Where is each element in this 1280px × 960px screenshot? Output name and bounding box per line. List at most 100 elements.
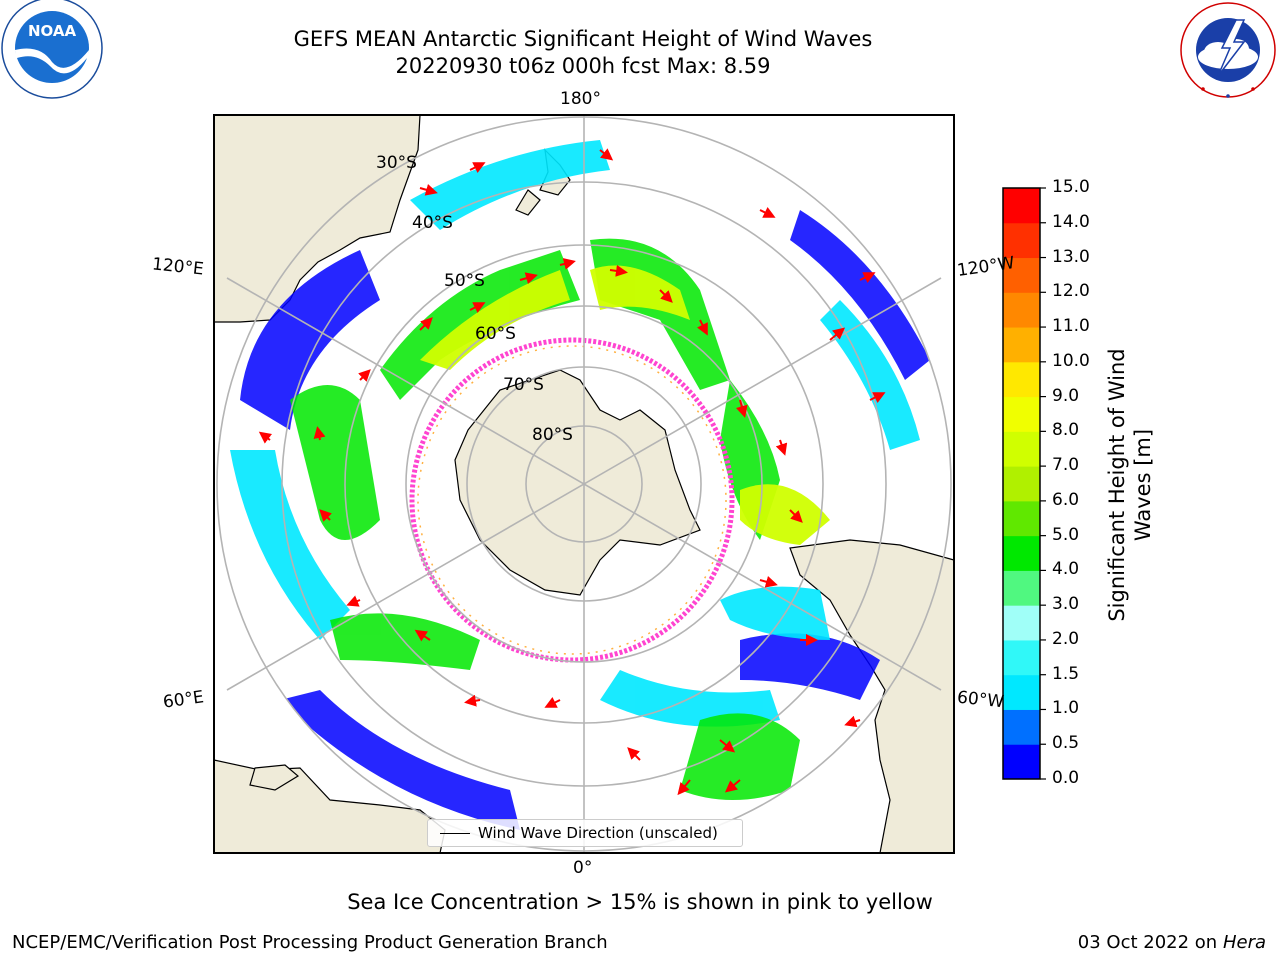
arrow xyxy=(544,697,561,708)
arrow xyxy=(697,319,708,336)
colorbar-label: Significant Height of Wind Waves [m] xyxy=(1105,348,1155,622)
colorbar-segment xyxy=(1003,639,1040,676)
noaa-logo-text: NOAA xyxy=(28,22,77,40)
colorbar-tick-label: 11.0 xyxy=(1052,316,1090,337)
arrow xyxy=(319,509,332,522)
lat-label-40s: 40°S xyxy=(412,213,453,233)
new-zealand-south-island xyxy=(515,189,541,216)
arrow xyxy=(736,399,748,418)
colorbar-segment xyxy=(1003,500,1040,537)
wind-wave-arrows xyxy=(258,148,886,796)
colorbar-tick-label: 2.0 xyxy=(1052,628,1080,649)
colorbar-segment xyxy=(1003,744,1040,780)
chart-title: GEFS MEAN Antarctic Significant Height o… xyxy=(293,27,873,51)
colorbar-tick-label: 7.0 xyxy=(1052,455,1080,476)
arrow xyxy=(829,327,846,341)
chart-subtitle: 20220930 t06z 000h fcst Max: 8.59 xyxy=(395,54,771,78)
arrow xyxy=(599,148,614,161)
antarctica-landmass xyxy=(454,369,701,596)
nws-logo-icon xyxy=(1180,2,1276,98)
arrow xyxy=(789,509,803,523)
colorbar-segment xyxy=(1003,188,1040,224)
colorbar-frame xyxy=(1002,187,1041,780)
colorbar-segment xyxy=(1003,222,1040,259)
colorbar-tick-label: 15.0 xyxy=(1052,177,1090,197)
colorbar-segment xyxy=(1003,257,1040,293)
colorbar-segment xyxy=(1003,535,1040,571)
colorbar-tick-label: 6.0 xyxy=(1052,489,1080,510)
arrow xyxy=(677,779,691,796)
colorbar-segment xyxy=(1003,605,1040,641)
colorbar-segment xyxy=(1003,327,1040,363)
lat-label-60s: 60°S xyxy=(475,324,516,344)
arrow xyxy=(759,576,778,588)
arrow xyxy=(419,184,438,196)
arrow xyxy=(759,207,776,218)
arrow xyxy=(519,272,538,284)
colorbar-tick-label: 1.0 xyxy=(1052,698,1080,719)
arrow xyxy=(844,715,861,728)
arrow xyxy=(469,162,486,173)
colorbar-tick-label: 5.0 xyxy=(1052,524,1080,545)
colorbar-tick-label: 1.5 xyxy=(1052,663,1080,684)
lat-label-80s: 80°S xyxy=(532,425,573,445)
colorbar-tick-label: 8.0 xyxy=(1052,420,1080,441)
arrow xyxy=(464,694,481,707)
lon-label-0: 0° xyxy=(573,858,593,878)
colorbar-tick-label: 4.0 xyxy=(1052,559,1080,580)
footer-date-text: 03 Oct 2022 on xyxy=(1077,932,1223,953)
graticule xyxy=(216,115,952,853)
colorbar-tick-label: 9.0 xyxy=(1052,385,1080,406)
arrow xyxy=(719,739,736,753)
colorbar-segment xyxy=(1003,709,1040,745)
sea-ice-edge xyxy=(409,337,735,663)
colorbar-segment xyxy=(1003,466,1040,502)
arrow xyxy=(775,439,788,456)
lat-label-70s: 70°S xyxy=(503,375,544,395)
colorbar-segment xyxy=(1003,570,1040,606)
footer-credit: NCEP/EMC/Verification Post Processing Pr… xyxy=(12,932,608,953)
continents xyxy=(214,115,954,853)
colorbar-tick-label: 13.0 xyxy=(1052,246,1090,267)
arrow xyxy=(869,392,886,403)
legend-label: Wind Wave Direction (unscaled) xyxy=(478,824,718,842)
footer-date: 03 Oct 2022 on Hera xyxy=(1078,932,1266,953)
lat-label-50s: 50°S xyxy=(444,271,485,291)
colorbar-tick-label: 3.0 xyxy=(1052,594,1080,615)
lat-label-30s: 30°S xyxy=(376,153,417,173)
footer-host: Hera xyxy=(1222,932,1266,953)
lon-label-180: 180° xyxy=(560,89,601,109)
sea-ice-caption: Sea Ice Concentration > 15% is shown in … xyxy=(347,890,933,914)
map-frame xyxy=(213,114,955,854)
colorbar-segment xyxy=(1003,361,1040,398)
arrow xyxy=(313,426,326,441)
madagascar-landmass xyxy=(249,764,300,791)
sea-ice-inner-edge xyxy=(417,345,727,655)
colorbar-segment xyxy=(1003,431,1040,467)
legend-line-icon xyxy=(440,832,470,834)
arrow xyxy=(358,369,371,382)
colorbar-tick-label: 12.0 xyxy=(1052,281,1090,302)
arrow xyxy=(469,302,486,313)
arrow xyxy=(609,264,628,277)
colorbar-tick-label: 10.0 xyxy=(1052,350,1090,371)
arrow xyxy=(346,595,361,607)
colorbar-tick-label: 14.0 xyxy=(1052,211,1090,232)
noaa-logo-icon: NOAA xyxy=(1,0,103,99)
arrow xyxy=(419,317,433,331)
arrow xyxy=(859,272,876,283)
colorbar xyxy=(1003,187,1046,780)
arrow xyxy=(659,289,673,303)
colorbar-segment xyxy=(1003,292,1040,328)
arrow xyxy=(414,629,431,642)
colorbar-tick-label: 0.5 xyxy=(1052,733,1080,754)
colorbar-segment xyxy=(1003,396,1040,432)
map-legend: Wind Wave Direction (unscaled) xyxy=(427,819,743,847)
colorbar-segment xyxy=(1003,674,1040,710)
arrow xyxy=(724,779,741,793)
arrow xyxy=(627,747,641,761)
arrow xyxy=(559,258,576,270)
colorbar-tick-label: 0.0 xyxy=(1052,768,1080,788)
arrow xyxy=(258,431,272,444)
